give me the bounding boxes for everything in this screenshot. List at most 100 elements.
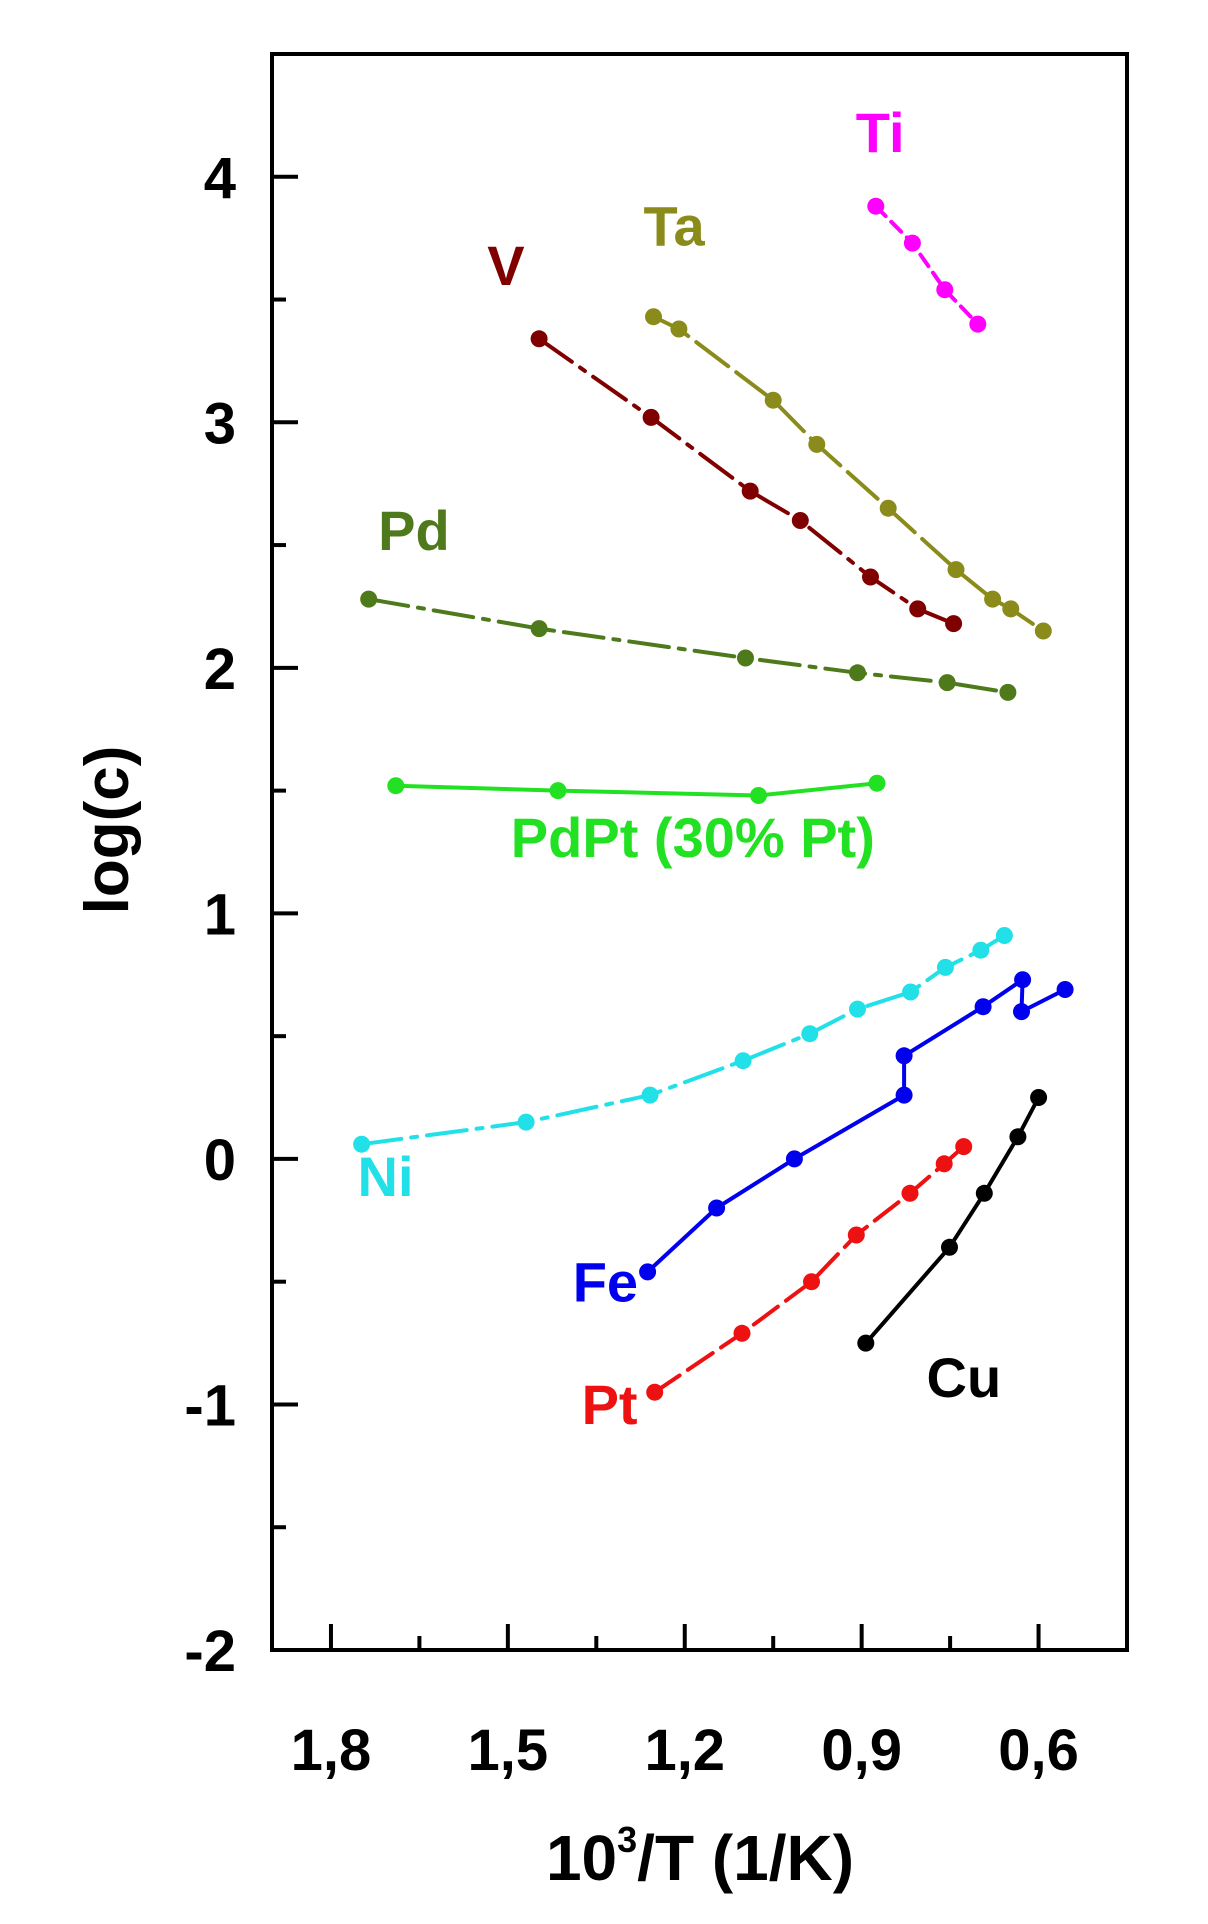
- x-tick-label: 0,6: [998, 1718, 1079, 1783]
- series-label-ni: Ni: [358, 1145, 414, 1208]
- data-point-ni: [849, 1000, 866, 1018]
- series-label-cu: Cu: [927, 1346, 1002, 1409]
- data-point-pt: [803, 1273, 820, 1291]
- data-point-fe: [1056, 981, 1074, 998]
- data-point-ta: [764, 391, 782, 409]
- data-point-fe: [708, 1199, 726, 1217]
- series-ta: Ta: [643, 195, 1052, 640]
- axis-layer: 1,8 1,5 1,2 0,9 0,6 4 3 2 1 0 -1 -2: [184, 146, 1078, 1783]
- data-point-ni: [936, 958, 954, 976]
- x-tick-label: 1,2: [644, 1718, 725, 1783]
- data-point-ni: [801, 1025, 819, 1043]
- data-point-ta: [808, 435, 826, 453]
- data-point-pd: [938, 674, 956, 692]
- series-line-ta: [651, 314, 1046, 633]
- data-point-fe: [895, 1086, 913, 1104]
- x-tick-label: 0,9: [821, 1718, 902, 1783]
- data-point-ti: [936, 281, 954, 299]
- series-line-pdpt-30-pt: [393, 781, 879, 798]
- data-point-ta: [670, 320, 688, 338]
- y-axis-label: log(c): [73, 746, 142, 915]
- x-tick-label: 1,8: [291, 1718, 372, 1783]
- x-axis-label-base: 10: [546, 1822, 617, 1894]
- data-point-cu: [857, 1334, 875, 1352]
- data-point-fe: [639, 1263, 657, 1281]
- series-line-ni: [359, 933, 1007, 1147]
- series-label-ti: Ti: [856, 101, 905, 164]
- data-point-fe: [785, 1150, 803, 1168]
- x-axis-label-rest: /T (1/K): [637, 1822, 854, 1894]
- data-point-pd: [530, 620, 548, 638]
- data-point-v: [741, 482, 759, 500]
- data-point-ni: [641, 1086, 659, 1104]
- series-pdpt-30-pt: PdPt (30% Pt): [387, 774, 886, 869]
- y-tick-label: 0: [204, 1128, 236, 1193]
- data-point-cu: [1009, 1128, 1027, 1146]
- series-label-ta: Ta: [643, 195, 705, 258]
- data-point-v: [791, 512, 809, 529]
- data-point-fe: [895, 1047, 913, 1065]
- data-point-pt: [935, 1155, 953, 1173]
- data-point-fe: [1014, 971, 1032, 989]
- data-point-pt: [646, 1383, 664, 1401]
- data-point-pt: [901, 1184, 919, 1202]
- series-line-ti: [873, 204, 980, 327]
- data-point-pdpt-30-pt: [750, 787, 767, 804]
- data-point-ta: [984, 590, 1002, 608]
- y-tick-label: 3: [204, 391, 236, 456]
- series-line-pd: [366, 597, 1010, 695]
- data-point-v: [862, 568, 879, 586]
- series-ti: Ti: [856, 101, 987, 333]
- data-point-pd: [737, 649, 754, 667]
- series-fe: Fe: [573, 971, 1074, 1313]
- data-point-v: [642, 408, 660, 426]
- data-point-ta: [1002, 600, 1020, 618]
- data-point-v: [945, 615, 963, 633]
- x-axis-label-superscript: 3: [617, 1819, 637, 1860]
- data-point-ni: [353, 1135, 371, 1153]
- series-v: V: [487, 234, 963, 633]
- data-point-pt: [733, 1324, 751, 1342]
- data-point-ni: [734, 1052, 752, 1070]
- plot-area-frame: [270, 52, 1129, 1652]
- data-point-pd: [360, 590, 378, 608]
- series-pd: Pd: [360, 499, 1017, 701]
- data-point-ni: [972, 941, 990, 959]
- series-label-pdpt-30-pt: PdPt (30% Pt): [511, 806, 875, 869]
- data-point-pt: [955, 1138, 973, 1156]
- y-tick-label: -1: [184, 1373, 236, 1438]
- data-point-ti: [867, 197, 885, 215]
- series-line-pt: [652, 1144, 966, 1395]
- data-point-ta: [879, 499, 897, 517]
- data-point-ta: [1034, 622, 1052, 640]
- data-point-ta: [645, 308, 662, 326]
- data-point-ti: [903, 234, 921, 252]
- data-point-cu: [975, 1184, 993, 1202]
- series-label-v: V: [487, 234, 524, 297]
- series-label-pt: Pt: [582, 1373, 638, 1436]
- series-cu: Cu: [857, 1089, 1048, 1409]
- data-point-pd: [999, 683, 1017, 701]
- data-point-cu: [941, 1238, 958, 1256]
- data-point-ni: [517, 1113, 535, 1131]
- series-layer: Ti Ta V Pd PdPt (30% Pt) Ni Fe Pt Cu: [353, 101, 1074, 1436]
- y-tick-label: 4: [204, 146, 236, 211]
- series-label-fe: Fe: [573, 1250, 638, 1313]
- data-point-pt: [847, 1226, 865, 1244]
- data-point-ni: [995, 927, 1013, 944]
- y-tick-label: 1: [204, 882, 236, 947]
- data-point-fe: [974, 998, 992, 1016]
- series-label-pd: Pd: [378, 499, 450, 562]
- data-point-cu: [1030, 1089, 1048, 1106]
- data-point-v: [530, 330, 548, 348]
- data-point-fe: [1013, 1003, 1030, 1021]
- series-pt: Pt: [582, 1138, 973, 1436]
- series-ni: Ni: [353, 927, 1013, 1208]
- data-point-ti: [969, 315, 987, 333]
- data-point-pdpt-30-pt: [868, 774, 886, 792]
- data-point-v: [909, 600, 927, 618]
- x-tick-label: 1,5: [468, 1718, 549, 1783]
- y-tick-label: -2: [184, 1619, 236, 1684]
- x-axis-label: 103/T (1/K): [546, 1819, 854, 1894]
